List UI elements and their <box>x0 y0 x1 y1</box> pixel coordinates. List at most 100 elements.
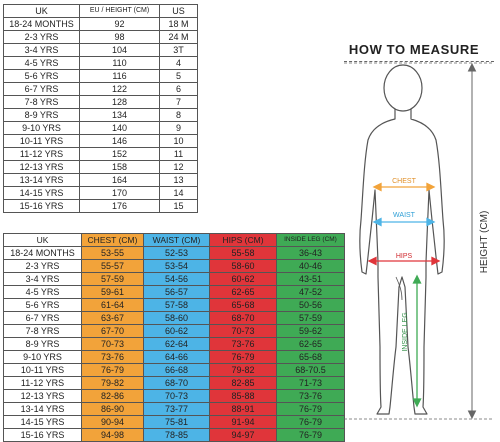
body-silhouette-icon <box>359 64 445 415</box>
table-cell: 9-10 YRS <box>3 121 80 135</box>
table-cell: 66-68 <box>143 363 210 377</box>
table-cell: 94-98 <box>81 428 144 442</box>
table-cell: 9-10 YRS <box>3 350 82 364</box>
table-row: 15-16 YRS 176 15 <box>3 199 198 213</box>
table-row: 6-7 YRS 122 6 <box>3 82 198 96</box>
table-cell: 11-12 YRS <box>3 376 82 390</box>
table-cell: 4 <box>159 56 198 70</box>
table-cell: 14 <box>159 186 198 200</box>
table-cell: 78-85 <box>143 428 210 442</box>
table-cell: 18-24 MONTHS <box>3 17 80 31</box>
table-cell: 68-70 <box>209 311 277 325</box>
table-cell: 70-73 <box>209 324 277 338</box>
table-cell: 176 <box>79 199 160 213</box>
table-cell: 60-62 <box>209 272 277 286</box>
inside-leg-arrow-icon <box>412 274 422 408</box>
table-row: 18-24 MONTHS 53-55 52-53 55-58 36-43 <box>3 246 345 260</box>
table-cell: 7 <box>159 95 198 109</box>
table-cell: 3T <box>159 43 198 57</box>
table-row: 4-5 YRS 110 4 <box>3 56 198 70</box>
table-cell: 64-66 <box>143 350 210 364</box>
table-cell: 60-62 <box>143 324 210 338</box>
table-cell: 70-73 <box>143 389 210 403</box>
hips-arrow-icon <box>367 256 441 266</box>
table-cell: 6-7 YRS <box>3 82 80 96</box>
table-cell: 53-55 <box>81 246 144 260</box>
header-chest: CHEST (CM) <box>81 233 144 247</box>
table-cell: 152 <box>79 147 160 161</box>
table-cell: 140 <box>79 121 160 135</box>
table-row: 14-15 YRS 170 14 <box>3 186 198 200</box>
table-cell: 146 <box>79 134 160 148</box>
table-cell: 56-57 <box>143 285 210 299</box>
table-cell: 43-51 <box>276 272 345 286</box>
table-cell: 4-5 YRS <box>3 56 80 70</box>
table-row: 10-11 YRS 146 10 <box>3 134 198 148</box>
table-cell: 12-13 YRS <box>3 389 82 403</box>
table-cell: 57-59 <box>81 272 144 286</box>
chest-arrow-icon <box>372 182 436 192</box>
table-cell: 2-3 YRS <box>3 30 80 44</box>
table-cell: 15-16 YRS <box>3 428 82 442</box>
size-conversion-table: UK EU / HEIGHT (CM) US 18-24 MONTHS 92 18 … <box>3 4 198 213</box>
table-cell: 7-8 YRS <box>3 324 82 338</box>
table-cell: 11 <box>159 147 198 161</box>
table-cell: 158 <box>79 160 160 174</box>
title-divider <box>344 61 494 62</box>
table-cell: 67-70 <box>81 324 144 338</box>
height-label: HEIGHT (CM) <box>479 211 490 274</box>
table-cell: 59-61 <box>81 285 144 299</box>
table-row: 11-12 YRS 152 11 <box>3 147 198 161</box>
table-row: 18-24 MONTHS 92 18 M <box>3 17 198 31</box>
table-cell: 65-68 <box>276 350 345 364</box>
table-cell: 12 <box>159 160 198 174</box>
chest-label: CHEST <box>392 178 416 185</box>
table-cell: 76-79 <box>209 350 277 364</box>
table-cell: 13-14 YRS <box>3 173 80 187</box>
table-cell: 94-97 <box>209 428 277 442</box>
table-cell: 82-85 <box>209 376 277 390</box>
hips-label: HIPS <box>396 253 413 260</box>
table-row: 5-6 YRS 116 5 <box>3 69 198 83</box>
measure-table-body: 18-24 MONTHS 53-55 52-53 55-58 36-43 2-3 YRS 5… <box>3 246 345 442</box>
table-cell: 62-65 <box>209 285 277 299</box>
header-eu-height: EU / HEIGHT (CM) <box>79 4 160 18</box>
table-cell: 8 <box>159 108 198 122</box>
table-row: 4-5 YRS 59-61 56-57 62-65 47-52 <box>3 285 345 299</box>
table-cell: 7-8 YRS <box>3 95 80 109</box>
table-cell: 8-9 YRS <box>3 108 80 122</box>
table-cell: 14-15 YRS <box>3 186 80 200</box>
measure-table-header-row: UK CHEST (CM) WAIST (CM) HIPS (CM) INSID… <box>3 233 345 247</box>
table-cell: 75-81 <box>143 415 210 429</box>
table-row: 7-8 YRS 128 7 <box>3 95 198 109</box>
table-cell: 128 <box>79 95 160 109</box>
inside-leg-label: INSIDE LEG <box>402 312 409 351</box>
header-inside-leg: INSIDE LEG (CM) <box>276 233 345 247</box>
table-cell: 13 <box>159 173 198 187</box>
table-row: 14-15 YRS 90-94 75-81 91-94 76-79 <box>3 415 345 429</box>
table-cell: 40-46 <box>276 259 345 273</box>
table-cell: 4-5 YRS <box>3 285 82 299</box>
table-cell: 59-62 <box>276 324 345 338</box>
table-cell: 5 <box>159 69 198 83</box>
table-cell: 63-67 <box>81 311 144 325</box>
header-uk: UK <box>3 4 80 18</box>
table-row: 13-14 YRS 164 13 <box>3 173 198 187</box>
table-row: 3-4 YRS 104 3T <box>3 43 198 57</box>
table-cell: 86-90 <box>81 402 144 416</box>
table-cell: 62-64 <box>143 337 210 351</box>
table-cell: 76-79 <box>276 415 345 429</box>
table-cell: 58-60 <box>143 311 210 325</box>
table-row: 8-9 YRS 134 8 <box>3 108 198 122</box>
table-cell: 65-68 <box>209 298 277 312</box>
table-cell: 62-65 <box>276 337 345 351</box>
table-cell: 61-64 <box>81 298 144 312</box>
table-cell: 57-59 <box>276 311 345 325</box>
table-cell: 98 <box>79 30 160 44</box>
table-row: 3-4 YRS 57-59 54-56 60-62 43-51 <box>3 272 345 286</box>
table-cell: 88-91 <box>209 402 277 416</box>
table-cell: 134 <box>79 108 160 122</box>
table-cell: 92 <box>79 17 160 31</box>
table-cell: 104 <box>79 43 160 57</box>
table-cell: 170 <box>79 186 160 200</box>
